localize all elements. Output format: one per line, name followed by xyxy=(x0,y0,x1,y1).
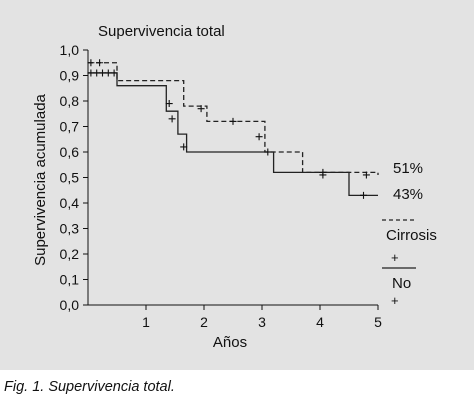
chart-title: Supervivencia total xyxy=(98,23,225,40)
series-cirrosis-censor-mark xyxy=(197,105,205,113)
series-no-censor-mark xyxy=(168,115,176,123)
series-no-censor-mark xyxy=(180,143,188,151)
x-tick-label: 4 xyxy=(316,314,324,330)
series-cirrosis-censor-mark xyxy=(87,59,95,67)
y-tick-label: 0,5 xyxy=(60,170,80,186)
legend: Cirrosis + No + xyxy=(382,219,437,308)
survival-curves xyxy=(87,59,379,199)
series-no-censor-mark xyxy=(319,168,327,176)
end-labels: 51% 43% xyxy=(393,160,423,203)
series-cirrosis-censor-mark xyxy=(96,59,104,67)
figure-caption: Fig. 1. Supervivencia total. xyxy=(4,379,175,395)
series-cirrosis-censor-mark xyxy=(255,133,263,141)
end-label-cirrosis: 51% xyxy=(393,160,423,177)
legend-no-label: No xyxy=(392,275,411,292)
y-tick-label: 0,2 xyxy=(60,246,80,262)
y-tick-label: 0,9 xyxy=(60,68,80,84)
y-tick-label: 0,6 xyxy=(60,144,80,160)
x-tick-label: 5 xyxy=(374,314,382,330)
x-tick-label: 3 xyxy=(258,314,266,330)
series-cirrosis-censor-mark xyxy=(229,117,237,125)
y-axis-title: Supervivencia acumulada xyxy=(32,93,49,265)
y-tick-label: 0,0 xyxy=(60,297,80,313)
survival-chart: Supervivencia total Supervivencia acumul… xyxy=(32,23,437,351)
series-cirrosis-censor-mark xyxy=(362,171,370,179)
legend-cirrosis-censor-marker: + xyxy=(391,250,399,265)
end-label-no: 43% xyxy=(393,186,423,203)
y-tick-label: 0,1 xyxy=(60,272,80,288)
y-tick-label: 0,8 xyxy=(60,93,80,109)
figure-panel: Supervivencia total Supervivencia acumul… xyxy=(0,0,474,370)
series-no-curve xyxy=(88,72,378,196)
series-no-censor-mark xyxy=(110,69,118,77)
y-tick-label: 0,3 xyxy=(60,221,80,237)
x-tick-label: 1 xyxy=(142,314,150,330)
y-tick-label: 0,7 xyxy=(60,119,80,135)
y-tick-label: 0,4 xyxy=(60,195,80,211)
x-tick-label: 2 xyxy=(200,314,208,330)
x-axis-title: Años xyxy=(213,334,247,351)
series-no-censor-mark xyxy=(264,148,272,156)
series-no-censor-mark xyxy=(165,100,173,108)
axes xyxy=(87,50,378,306)
axis-ticks: 0,0 0,1 0,2 0,3 0,4 0,5 0,6 0,7 0,8 0,9 1,0 1 2 3 4 5 xyxy=(60,42,383,330)
series-no-censor-mark xyxy=(360,191,367,199)
legend-no-censor-marker: + xyxy=(391,293,399,308)
legend-cirrosis-label: Cirrosis xyxy=(386,227,437,244)
y-tick-label: 1,0 xyxy=(60,42,80,58)
